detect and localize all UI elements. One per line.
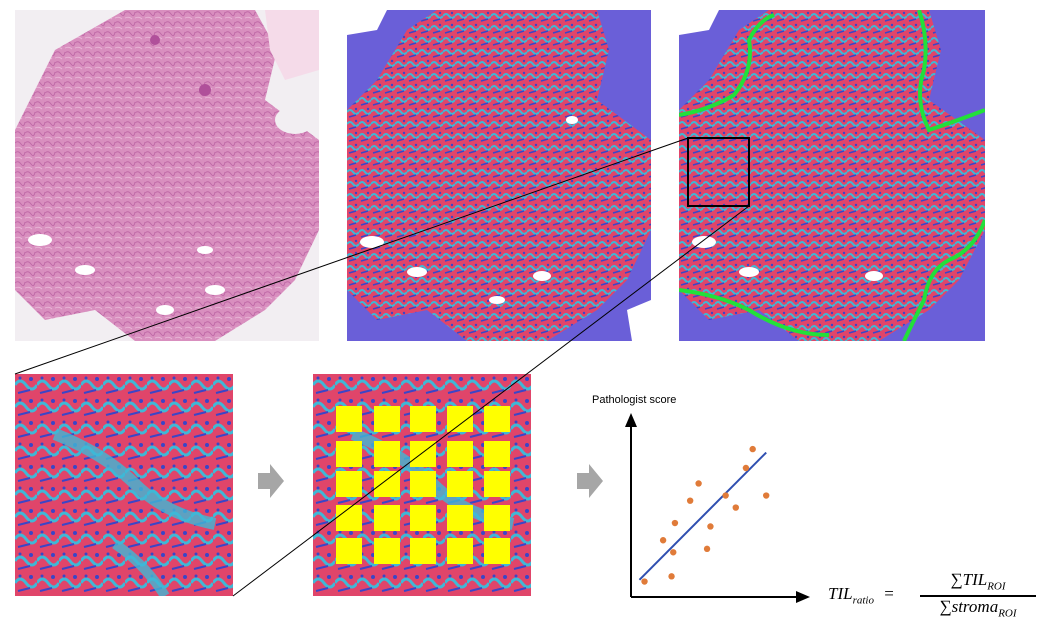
scatter-point [671,519,679,527]
formula-den-base: stroma [951,597,999,616]
segmentation-boundary-image [679,10,985,341]
segmentation-panel [347,10,651,341]
formula-num-base: TIL [962,570,988,589]
roi-tile [410,441,436,467]
roi-tile [484,406,510,432]
scatter-point [659,537,667,544]
scatter-point [641,578,648,585]
fraction-bar [920,595,1036,597]
roi-tile [336,441,362,467]
tissue-segmentation [679,10,985,341]
roi-tile [447,441,473,467]
roi-tile [447,505,473,531]
formula-num-sigma: ∑ [950,570,963,589]
scatter-point [722,492,729,499]
scatter-point [749,445,756,453]
y-axis-arrowhead [625,413,637,427]
x-axis-arrowhead [796,591,810,603]
roi-zoom-image [15,374,233,596]
roi-tile [374,441,400,467]
tumor-boundary [679,10,985,341]
scatter-chart: Pathologist score [592,394,810,603]
y-axis-label: Pathologist score [592,394,676,406]
roi-tile [484,505,510,531]
roi-tile [410,471,436,497]
roi-tile [336,505,362,531]
roi-tile [447,538,473,564]
roi-tile [374,471,400,497]
roi-tile [447,471,473,497]
segmentation-boundary-panel [679,10,985,341]
til-ratio-formula: TILratio = ∑TILROI ∑stromaROI [828,570,1038,622]
formula-num-sub: ROI [987,580,1006,593]
roi-zoom-panel [15,374,233,596]
roi-tile [410,505,436,531]
roi-tiles-panel [313,374,531,596]
roi-tile [410,406,436,432]
roi-tile [374,538,400,564]
roi-tile [374,505,400,531]
scatter-point [686,497,694,504]
scatter-point [707,523,714,530]
roi-tile [484,441,510,467]
he-slide-panel [15,10,319,341]
segmentation-image [347,10,651,341]
roi-tiles-image [313,374,531,596]
roi-tile [484,538,510,564]
scatter-point [742,464,750,472]
roi-tile [410,538,436,564]
roi-tile [374,406,400,432]
scatter-point [670,549,677,556]
formula-equals: = [884,584,894,603]
roi-tile [447,406,473,432]
scatter-point [732,504,739,511]
tissue-segmentation [347,10,651,341]
roi-tile [336,538,362,564]
process-arrow-icon [258,464,284,498]
scatter-point [703,545,711,553]
formula-den-sigma: ∑ [939,597,952,616]
regression-line [638,451,767,581]
scatter-point [763,492,770,499]
he-slide-image [15,10,319,341]
roi-tile [336,406,362,432]
roi-tile [336,471,362,497]
formula-lhs-base: TIL [828,584,853,603]
formula-den-sub: ROI [998,607,1017,620]
tissue-region [15,10,319,341]
roi-tile [484,471,510,497]
formula-lhs-sub: ratio [852,594,874,607]
scatter-point [668,573,675,580]
scatter-point [695,480,702,487]
